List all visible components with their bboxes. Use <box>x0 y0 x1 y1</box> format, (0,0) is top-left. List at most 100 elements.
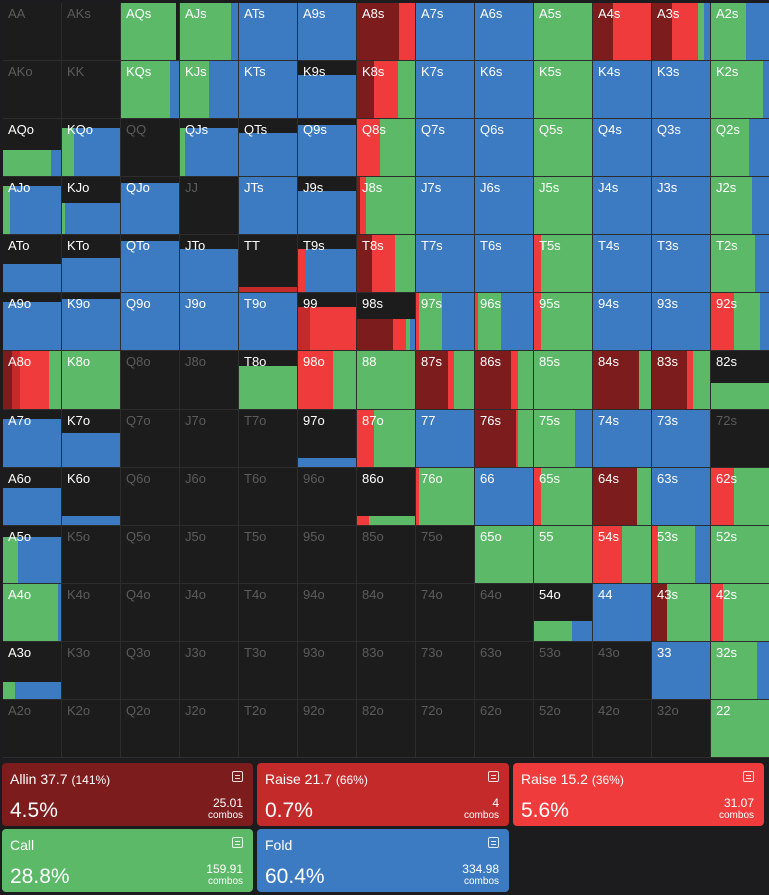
hand-cell[interactable]: T6o <box>239 468 298 526</box>
hand-cell[interactable]: 98o <box>298 351 357 410</box>
hand-cell[interactable]: 92o <box>298 700 357 758</box>
hand-cell[interactable]: QJo <box>121 177 180 235</box>
hand-cell[interactable]: T4o <box>239 584 298 642</box>
hand-cell[interactable]: A4s <box>593 3 652 61</box>
hand-cell[interactable]: 97o <box>298 410 357 468</box>
hand-cell[interactable]: Q8s <box>357 119 416 177</box>
hand-cell[interactable]: AJo <box>3 177 62 235</box>
hand-cell[interactable]: 42s <box>711 584 769 642</box>
hand-cell[interactable]: 76o <box>416 468 475 526</box>
hand-cell[interactable]: 55 <box>534 526 593 584</box>
hand-cell[interactable]: 82s <box>711 351 769 410</box>
hand-cell[interactable]: 22 <box>711 700 769 758</box>
hand-cell[interactable]: A7s <box>416 3 475 61</box>
hand-cell[interactable]: 77 <box>416 410 475 468</box>
hand-cell[interactable]: A8o <box>3 351 62 410</box>
hand-cell[interactable]: 85s <box>534 351 593 410</box>
hand-cell[interactable]: 88 <box>357 351 416 410</box>
hand-cell[interactable]: 53s <box>652 526 711 584</box>
hand-cell[interactable]: 62s <box>711 468 769 526</box>
hand-cell[interactable]: 94o <box>298 584 357 642</box>
hand-cell[interactable]: 73o <box>416 642 475 700</box>
hand-cell[interactable]: Q8o <box>121 351 180 410</box>
hand-cell[interactable]: 43o <box>593 642 652 700</box>
hand-cell[interactable]: 72s <box>711 410 769 468</box>
hand-cell[interactable]: 65o <box>475 526 534 584</box>
hand-cell[interactable]: AKo <box>3 61 62 119</box>
hand-cell[interactable]: 86o <box>357 468 416 526</box>
hand-cell[interactable]: Q7s <box>416 119 475 177</box>
hand-cell[interactable]: KTs <box>239 61 298 119</box>
hand-cell[interactable]: 63s <box>652 468 711 526</box>
hand-cell[interactable]: K4o <box>62 584 121 642</box>
hand-cell[interactable]: K3o <box>62 642 121 700</box>
hand-cell[interactable]: Q6s <box>475 119 534 177</box>
hand-cell[interactable]: JTo <box>180 235 239 293</box>
hand-cell[interactable]: J7s <box>416 177 475 235</box>
hand-cell[interactable]: J8o <box>180 351 239 410</box>
hand-cell[interactable]: K6o <box>62 468 121 526</box>
hand-cell[interactable]: K9s <box>298 61 357 119</box>
hand-cell[interactable]: A3o <box>3 642 62 700</box>
hand-cell[interactable]: ATo <box>3 235 62 293</box>
hand-cell[interactable]: 42o <box>593 700 652 758</box>
hand-cell[interactable]: 94s <box>593 293 652 351</box>
hand-cell[interactable]: 75s <box>534 410 593 468</box>
hand-cell[interactable]: 93o <box>298 642 357 700</box>
hand-cell[interactable]: K8s <box>357 61 416 119</box>
hand-cell[interactable]: T2o <box>239 700 298 758</box>
hand-cell[interactable]: KK <box>62 61 121 119</box>
hand-cell[interactable]: 52s <box>711 526 769 584</box>
hand-cell[interactable]: J4o <box>180 584 239 642</box>
hand-cell[interactable]: 64s <box>593 468 652 526</box>
hand-cell[interactable]: 32s <box>711 642 769 700</box>
hand-cell[interactable]: 98s <box>357 293 416 351</box>
hand-cell[interactable]: Q6o <box>121 468 180 526</box>
raise-15-panel[interactable]: Raise 15.2 (36%) 5.6% 31.07 combos <box>513 763 764 826</box>
hand-cell[interactable]: T7s <box>416 235 475 293</box>
hand-cell[interactable]: Q9o <box>121 293 180 351</box>
hand-cell[interactable]: 54o <box>534 584 593 642</box>
hand-cell[interactable]: ATs <box>239 3 298 61</box>
hand-cell[interactable]: T9s <box>298 235 357 293</box>
hand-cell[interactable]: K9o <box>62 293 121 351</box>
hand-cell[interactable]: Q5o <box>121 526 180 584</box>
hand-cell[interactable]: Q3o <box>121 642 180 700</box>
hand-cell[interactable]: 76s <box>475 410 534 468</box>
hand-cell[interactable]: AQs <box>121 3 180 61</box>
hand-cell[interactable]: K3s <box>652 61 711 119</box>
notes-icon[interactable] <box>488 837 499 848</box>
hand-cell[interactable]: QTs <box>239 119 298 177</box>
hand-cell[interactable]: JTs <box>239 177 298 235</box>
hand-cell[interactable]: Q2s <box>711 119 769 177</box>
hand-cell[interactable]: 92s <box>711 293 769 351</box>
hand-cell[interactable]: J2o <box>180 700 239 758</box>
hand-cell[interactable]: 65s <box>534 468 593 526</box>
hand-cell[interactable]: 82o <box>357 700 416 758</box>
hand-cell[interactable]: K2s <box>711 61 769 119</box>
hand-cell[interactable]: T2s <box>711 235 769 293</box>
hand-cell[interactable]: 66 <box>475 468 534 526</box>
hand-cell[interactable]: 74s <box>593 410 652 468</box>
hand-cell[interactable]: A5o <box>3 526 62 584</box>
hand-cell[interactable]: Q9s <box>298 119 357 177</box>
hand-cell[interactable]: Q3s <box>652 119 711 177</box>
hand-cell[interactable]: TT <box>239 235 298 293</box>
hand-cell[interactable]: K7s <box>416 61 475 119</box>
hand-cell[interactable]: AJs <box>180 3 239 61</box>
hand-cell[interactable]: 62o <box>475 700 534 758</box>
hand-cell[interactable]: K5s <box>534 61 593 119</box>
hand-cell[interactable]: 84s <box>593 351 652 410</box>
hand-cell[interactable]: 44 <box>593 584 652 642</box>
hand-cell[interactable]: Q2o <box>121 700 180 758</box>
call-panel[interactable]: Call 28.8% 159.91 combos <box>2 829 253 892</box>
hand-cell[interactable]: T5o <box>239 526 298 584</box>
hand-cell[interactable]: 95o <box>298 526 357 584</box>
notes-icon[interactable] <box>232 771 243 782</box>
hand-cell[interactable]: AA <box>3 3 62 61</box>
hand-cell[interactable]: T3s <box>652 235 711 293</box>
hand-cell[interactable]: J5o <box>180 526 239 584</box>
hand-cell[interactable]: J3s <box>652 177 711 235</box>
hand-cell[interactable]: 53o <box>534 642 593 700</box>
hand-cell[interactable]: A9s <box>298 3 357 61</box>
